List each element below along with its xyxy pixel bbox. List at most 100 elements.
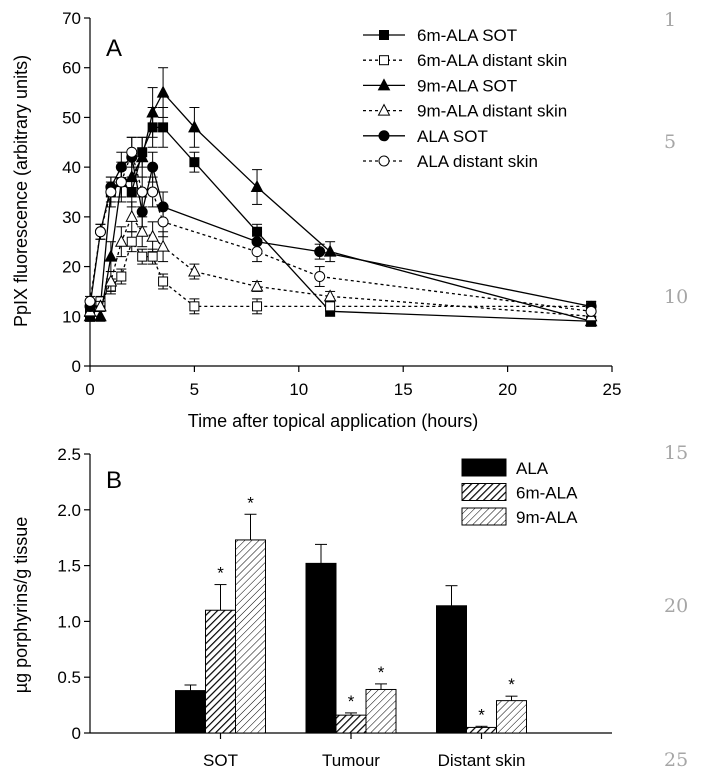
legend-label: ALA [516, 459, 549, 478]
line-number: 1 [664, 9, 676, 31]
panel-a-y-tick-label: 50 [62, 108, 81, 127]
panel-b-bars: * * * * * * [175, 493, 527, 734]
line-number: 5 [664, 131, 676, 153]
data-point [250, 279, 264, 292]
legend-item: 6m-ALA SOT [363, 26, 517, 45]
data-point [94, 299, 107, 312]
legend-item: 9m-ALA [461, 507, 578, 527]
line-number: 20 [664, 595, 688, 617]
data-point [251, 246, 263, 258]
panel-a-x-tick-label: 20 [498, 380, 517, 399]
data-point [135, 224, 149, 237]
significance-star: * [217, 564, 224, 583]
legend-marker [379, 55, 389, 66]
series-line [90, 91, 592, 322]
legend-label: 9m-ALA distant skin [417, 102, 567, 121]
panel-a-series [83, 67, 598, 327]
data-point [136, 186, 148, 198]
legend-item: 9m-ALA distant skin [363, 102, 567, 121]
bar [466, 726, 497, 734]
panel-a-y-axis-label: PpIX fluorescence (arbitrary units) [11, 55, 31, 327]
data-point [146, 105, 159, 118]
significance-star: * [247, 493, 254, 512]
panel-b-category-label: Tumour [322, 751, 380, 770]
panel-a-legend: 6m-ALA SOT 6m-ALA distant skin 9m-ALA SOT 9… [363, 26, 567, 171]
panel-b-y-tick-label: 1.0 [57, 612, 81, 631]
legend-marker [379, 30, 389, 40]
panel-a-y-tick-label: 20 [62, 258, 81, 277]
panel-a-x-axis-label: Time after topical application (hours) [188, 411, 478, 431]
series-ala-distant-skin [84, 136, 597, 317]
panel-a-x-tick-label: 0 [85, 380, 94, 399]
legend-swatch [461, 458, 507, 477]
data-point [104, 249, 118, 262]
data-point [585, 305, 597, 317]
data-point [104, 274, 118, 287]
data-point [135, 150, 149, 163]
data-point [105, 186, 117, 198]
legend-label: 6m-ALA SOT [417, 26, 517, 45]
legend-item: ALA [461, 458, 549, 478]
data-point [252, 301, 263, 312]
legend-label: 6m-ALA distant skin [417, 51, 567, 70]
legend-item: 6m-ALA distant skin [363, 51, 567, 70]
data-point [115, 176, 127, 188]
data-point [314, 271, 326, 283]
panel-a-x-tick-label: 5 [190, 380, 199, 399]
data-point [147, 186, 159, 198]
panel-a-x-tick-label: 10 [289, 380, 308, 399]
data-point [314, 246, 326, 258]
significance-star: * [478, 705, 485, 724]
bar [235, 539, 266, 734]
significance-star: * [348, 692, 355, 711]
line-number: 25 [664, 749, 688, 771]
data-point [156, 85, 170, 98]
data-point [84, 295, 96, 307]
bar [436, 605, 467, 734]
panel-b-y-axis-label: µg porphyrins/g tissue [11, 517, 31, 693]
panel-a-y-tick-label: 0 [72, 357, 81, 376]
panel-b-y-tick-label: 2.5 [57, 445, 81, 464]
panel-a-axes: 0 10 20 30 40 50 60 70 0 5 10 15 20 25 [62, 9, 621, 399]
data-point [94, 309, 107, 322]
significance-star: * [378, 663, 385, 682]
bar [205, 609, 236, 734]
panel-a-y-tick-label: 60 [62, 59, 81, 78]
data-point [136, 206, 148, 218]
panel-a-label: A [106, 35, 122, 62]
line-number: 15 [664, 442, 688, 464]
line-number: 10 [664, 286, 688, 308]
data-point [137, 251, 148, 262]
data-point [323, 289, 337, 302]
bar [305, 562, 337, 734]
panel-a-x-tick-label: 25 [603, 380, 622, 399]
legend-marker [378, 155, 390, 167]
legend-item: ALA distant skin [363, 152, 538, 171]
panel-a-y-tick-label: 10 [62, 307, 81, 326]
legend-item: 9m-ALA SOT [363, 76, 517, 95]
significance-star: * [508, 675, 515, 694]
legend-label: ALA distant skin [417, 152, 538, 171]
legend-item: ALA SOT [363, 127, 488, 146]
panel-a-y-tick-label: 30 [62, 208, 81, 227]
legend-swatch [461, 507, 507, 526]
legend-label: ALA SOT [417, 127, 488, 146]
data-point [146, 229, 159, 242]
legend-label: 6m-ALA [516, 484, 578, 503]
data-point [126, 146, 138, 158]
legend-label: 9m-ALA [516, 508, 578, 527]
data-point [125, 209, 139, 222]
panel-b-category-label: Distant skin [438, 751, 526, 770]
data-point [147, 161, 159, 173]
panel-b-legend: ALA 6m-ALA 9m-ALA [461, 458, 578, 527]
legend-item: 6m-ALA [461, 483, 578, 503]
series-line [89, 126, 592, 322]
bar [175, 690, 206, 734]
legend-label: 9m-ALA SOT [417, 76, 517, 95]
legend-marker [377, 78, 391, 91]
bar [496, 700, 527, 734]
panel-b-y-tick-label: 2.0 [57, 501, 81, 520]
